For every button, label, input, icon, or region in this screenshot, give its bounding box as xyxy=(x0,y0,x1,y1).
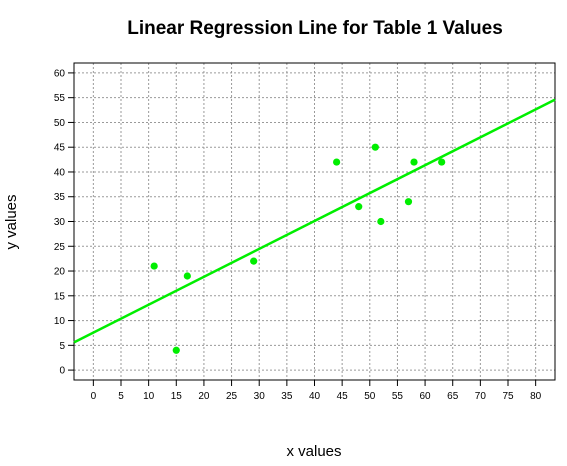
x-tick-label: 55 xyxy=(392,391,404,402)
x-tick-label: 60 xyxy=(420,391,432,402)
data-points xyxy=(150,143,446,354)
y-tick-label: 10 xyxy=(54,316,66,327)
y-tick-label: 55 xyxy=(54,93,66,104)
x-tick-label: 35 xyxy=(281,391,293,402)
y-tick-label: 5 xyxy=(59,341,65,352)
data-point xyxy=(250,257,258,265)
x-tick-label: 20 xyxy=(198,391,210,402)
grid-lines xyxy=(74,63,555,380)
y-axis: 0 5 10 15 20 25 30 35 40 45 50 55 60 xyxy=(54,68,74,377)
x-tick-label: 10 xyxy=(143,391,155,402)
data-point xyxy=(410,158,418,166)
y-tick-label: 45 xyxy=(54,143,66,154)
x-tick-label: 25 xyxy=(226,391,238,402)
y-tick-label: 30 xyxy=(54,217,66,228)
x-axis: 0 5 10 15 20 25 30 35 40 45 50 55 60 65 70 75 80 xyxy=(91,380,542,402)
chart-title: Linear Regression Line for Table 1 Value… xyxy=(127,18,503,39)
data-point xyxy=(333,158,341,166)
data-point xyxy=(371,143,379,151)
y-tick-label: 0 xyxy=(59,366,65,377)
data-point xyxy=(377,217,385,226)
x-tick-label: 15 xyxy=(171,391,183,402)
data-point xyxy=(404,198,413,206)
data-point xyxy=(438,158,446,166)
data-point xyxy=(183,272,191,280)
y-tick-label: 60 xyxy=(54,68,66,79)
y-tick-label: 20 xyxy=(54,267,66,278)
y-tick-label: 15 xyxy=(54,291,66,302)
x-tick-label: 75 xyxy=(502,391,514,402)
data-point xyxy=(150,262,158,270)
x-tick-label: 0 xyxy=(91,391,97,402)
x-tick-label: 70 xyxy=(475,391,487,402)
x-tick-label: 50 xyxy=(364,391,376,402)
y-tick-label: 50 xyxy=(54,118,66,129)
x-tick-label: 65 xyxy=(447,391,459,402)
y-tick-label: 25 xyxy=(54,242,66,253)
x-tick-label: 80 xyxy=(530,391,542,402)
regression-line xyxy=(73,98,556,344)
x-tick-label: 40 xyxy=(309,391,321,402)
x-axis-label: x values xyxy=(286,443,341,460)
y-axis-label: y values xyxy=(3,194,20,249)
data-point xyxy=(355,203,363,211)
data-point xyxy=(172,346,180,354)
x-tick-label: 5 xyxy=(118,391,124,402)
x-tick-label: 45 xyxy=(337,391,349,402)
y-tick-label: 35 xyxy=(54,192,66,203)
x-tick-label: 30 xyxy=(254,391,266,402)
y-tick-label: 40 xyxy=(54,167,66,178)
